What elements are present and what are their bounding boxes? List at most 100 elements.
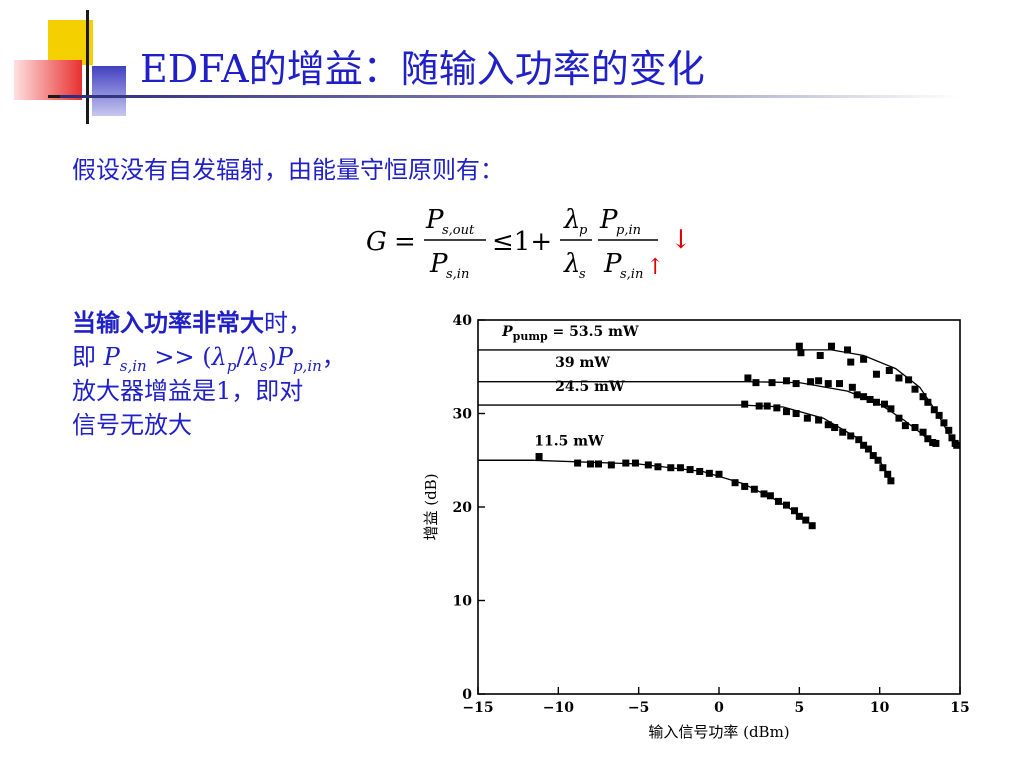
data-point xyxy=(803,414,811,422)
l2-p2-sub: p,in xyxy=(292,356,322,375)
l2-p: P xyxy=(103,343,120,371)
explanation-line-2: 即 Ps,in >> (λp/λs)Pp,in， xyxy=(72,340,402,375)
gain-vs-input-power-chart: −15 −10 −5 0 5 10 15 0 10 20 30 40 输入信号功率 (dBm) 增益 (d… xyxy=(410,305,1000,750)
x-tick-label: 0 xyxy=(714,700,724,716)
x-tick-label: −5 xyxy=(628,700,649,716)
x-tick-label: −10 xyxy=(543,700,574,716)
data-point xyxy=(774,497,782,505)
data-point xyxy=(795,512,803,520)
data-point xyxy=(935,411,943,419)
data-point xyxy=(848,383,856,391)
y-axis-label: 增益 (dB) xyxy=(422,473,440,540)
data-point xyxy=(763,402,771,410)
deco-yellow-square xyxy=(48,20,93,65)
data-point xyxy=(808,522,816,530)
data-point xyxy=(855,436,863,444)
data-point xyxy=(797,349,805,357)
data-point xyxy=(752,379,760,387)
data-point xyxy=(895,374,903,382)
l2-lambda-p: λ xyxy=(211,343,227,371)
data-point xyxy=(911,385,919,393)
formula-num1-sub: s,out xyxy=(442,223,475,238)
data-point xyxy=(744,374,752,382)
formula-den1-sub: s,in xyxy=(446,267,469,282)
data-point xyxy=(905,376,913,384)
series-fit-curve xyxy=(799,349,958,447)
data-point xyxy=(919,428,927,436)
explanation-text: 当输入功率非常大时， 即 Ps,in >> (λp/λs)Pp,in， 放大器增… xyxy=(72,306,402,442)
data-point xyxy=(676,464,684,472)
data-point xyxy=(631,459,639,467)
y-tick-label: 10 xyxy=(453,594,473,610)
data-point xyxy=(872,370,880,378)
formula-num3: P xyxy=(599,205,618,235)
data-point xyxy=(884,470,892,478)
plot-frame xyxy=(477,319,961,695)
formula-den1: P xyxy=(429,249,448,279)
y-tick-label: 0 xyxy=(462,687,472,703)
explanation-line-1-rest: 时， xyxy=(264,309,312,337)
y-tick-label: 40 xyxy=(453,313,473,329)
explanation-line-1: 当输入功率非常大时， xyxy=(72,306,402,340)
data-point xyxy=(807,378,815,386)
data-point xyxy=(824,421,832,429)
data-point xyxy=(827,342,835,350)
data-point xyxy=(766,492,774,500)
data-point xyxy=(705,469,713,477)
data-point xyxy=(696,467,704,475)
data-point xyxy=(940,419,948,427)
series-fit-curve xyxy=(743,404,890,480)
data-point xyxy=(731,479,739,487)
data-point xyxy=(791,507,799,515)
data-point xyxy=(869,452,877,460)
formula-lambda-s: λ xyxy=(563,249,580,279)
gain-formula: G = P s,out P s,in ≤1+ λ p λ s P p,in P … xyxy=(366,205,692,282)
formula-den3-sub: s,in xyxy=(620,267,643,282)
series-label: Ppump = 53.5 mW xyxy=(501,324,639,343)
data-point xyxy=(901,422,909,430)
deco-red-square xyxy=(14,60,82,100)
data-point xyxy=(864,445,872,453)
data-point xyxy=(760,490,768,498)
data-point xyxy=(535,453,543,461)
data-point xyxy=(853,391,861,399)
data-point xyxy=(782,377,790,385)
data-point xyxy=(782,408,790,416)
data-point xyxy=(654,463,662,471)
data-point xyxy=(874,456,882,464)
l2-slash: / xyxy=(236,343,245,371)
slide-title: EDFA的增益：随输入功率的变化 xyxy=(140,47,705,91)
y-tick-label: 30 xyxy=(453,407,473,423)
data-point xyxy=(795,342,803,350)
data-point xyxy=(860,393,868,401)
data-point xyxy=(574,459,582,467)
data-point xyxy=(836,380,843,388)
data-point xyxy=(860,355,868,363)
l2-lambda-s: λ xyxy=(244,343,260,371)
data-point xyxy=(667,464,675,472)
data-point xyxy=(792,380,800,388)
data-point xyxy=(768,379,776,387)
data-point xyxy=(847,358,855,366)
formula-lambda-s-sub: s xyxy=(579,267,586,282)
data-point xyxy=(686,466,694,474)
data-point xyxy=(895,414,903,422)
data-point xyxy=(887,405,895,413)
data-point xyxy=(715,470,723,478)
x-axis-label: 输入信号功率 (dBm) xyxy=(648,723,789,741)
chart-svg: −15 −10 −5 0 5 10 15 0 10 20 30 40 输入信号功率 (dBm) 增益 (d… xyxy=(422,313,970,741)
l2-lambda-s-sub: s xyxy=(259,356,268,375)
y-tick-label: 20 xyxy=(453,500,473,516)
series-label: 11.5 mW xyxy=(534,433,604,449)
data-point xyxy=(792,410,800,417)
data-point xyxy=(782,501,790,509)
data-point xyxy=(802,516,810,524)
emphasis-text: 当输入功率非常大 xyxy=(72,309,264,337)
data-point xyxy=(622,459,630,467)
x-tick-label: 10 xyxy=(870,700,890,716)
explanation-line-4: 信号无放大 xyxy=(72,411,192,439)
series-label: 39 mW xyxy=(555,355,610,371)
data-point xyxy=(595,460,602,468)
data-point xyxy=(932,439,940,447)
explanation-line-3: 放大器增益是1，即对 xyxy=(72,377,304,405)
